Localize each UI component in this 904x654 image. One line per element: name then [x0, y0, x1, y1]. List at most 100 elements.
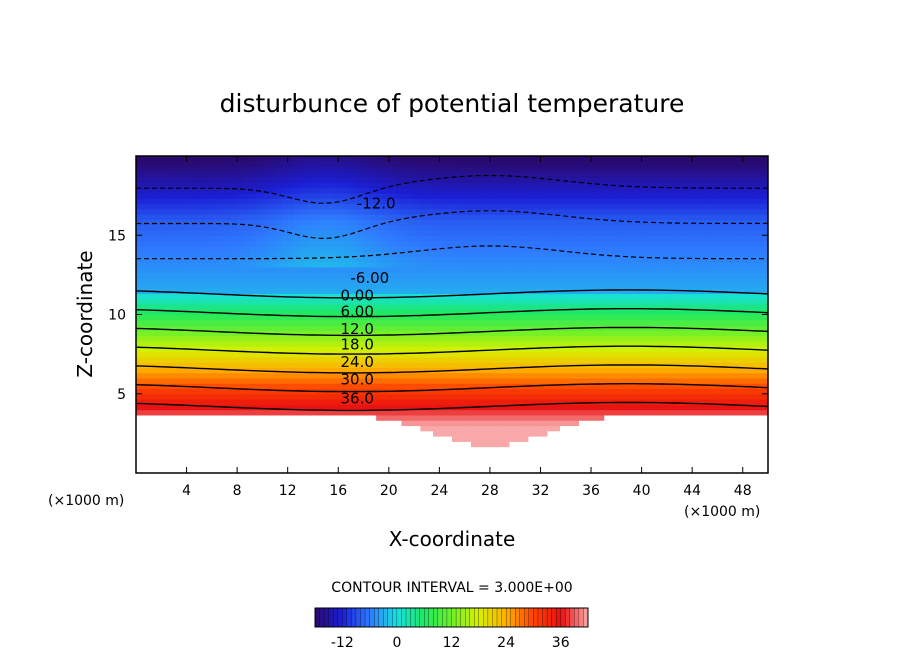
field-cell — [502, 161, 510, 168]
field-cell — [294, 156, 301, 162]
field-cell — [628, 235, 636, 242]
field-cell — [414, 356, 421, 363]
field-cell — [483, 293, 491, 300]
field-cell — [230, 219, 238, 226]
field-cell — [553, 166, 561, 173]
field-cell — [325, 282, 333, 289]
field-cell — [470, 256, 478, 263]
field-cell — [591, 203, 598, 210]
field-cell — [508, 182, 516, 189]
field-cell — [224, 383, 232, 390]
field-cell — [521, 404, 529, 411]
field-cell — [603, 171, 611, 178]
field-cell — [565, 309, 573, 316]
field-cell — [584, 393, 592, 400]
field-cell — [761, 330, 768, 337]
field-cell — [300, 309, 308, 316]
field-cell — [559, 166, 567, 173]
field-cell — [730, 282, 737, 289]
field-cell — [610, 346, 617, 353]
field-cell — [515, 245, 523, 252]
field-cell — [534, 430, 542, 437]
field-cell — [319, 261, 327, 268]
field-cell — [540, 425, 548, 432]
field-cell — [142, 314, 150, 321]
field-cell — [692, 187, 700, 194]
field-cell — [527, 314, 535, 321]
field-cell — [426, 298, 434, 305]
field-cell — [268, 377, 276, 384]
field-cell — [635, 393, 643, 400]
field-cell — [376, 399, 384, 405]
field-cell — [647, 192, 655, 199]
field-cell — [433, 203, 440, 210]
field-cell — [325, 309, 333, 316]
field-cell — [167, 272, 175, 279]
field-cell — [433, 325, 440, 331]
field-cell — [666, 340, 674, 347]
field-cell — [148, 325, 156, 331]
field-cell — [350, 198, 358, 205]
field-cell — [591, 171, 598, 178]
field-cell — [319, 303, 327, 310]
field-cell — [508, 404, 516, 411]
field-cell — [357, 229, 365, 236]
field-cell — [256, 325, 263, 331]
field-cell — [376, 414, 384, 421]
field-cell — [597, 166, 605, 173]
field-cell — [711, 388, 719, 395]
field-cell — [477, 319, 485, 326]
field-cell — [338, 177, 346, 184]
field-cell — [136, 192, 143, 199]
field-cell — [243, 346, 251, 353]
field-cell — [464, 436, 472, 442]
field-cell — [496, 229, 504, 236]
field-cell — [186, 388, 194, 395]
field-cell — [167, 224, 175, 231]
field-cell — [199, 362, 207, 368]
field-cell — [344, 362, 352, 368]
field-cell — [515, 277, 523, 284]
field-cell — [154, 261, 162, 268]
field-cell — [660, 171, 668, 178]
field-cell — [249, 319, 257, 326]
field-cell — [572, 399, 579, 405]
field-cell — [363, 229, 371, 236]
field-cell — [622, 309, 630, 316]
field-cell — [736, 266, 744, 273]
field-cell — [508, 425, 516, 432]
field-cell — [452, 214, 459, 220]
field-cell — [363, 298, 371, 305]
field-cell — [565, 319, 573, 326]
field-cell — [761, 319, 768, 326]
field-cell — [211, 208, 219, 215]
field-cell — [294, 182, 301, 189]
field-cell — [679, 182, 687, 189]
field-cell — [369, 303, 377, 310]
field-cell — [433, 208, 440, 215]
field-cell — [256, 235, 263, 242]
field-cell — [445, 335, 453, 342]
field-cell — [698, 229, 706, 236]
field-cell — [325, 240, 333, 247]
field-cell — [578, 351, 586, 358]
field-cell — [477, 377, 485, 384]
field-cell — [237, 288, 245, 294]
field-cell — [546, 235, 554, 242]
field-cell — [154, 224, 162, 231]
field-cell — [319, 182, 327, 189]
field-cell — [679, 208, 687, 215]
field-cell — [161, 314, 169, 321]
field-cell — [268, 229, 276, 236]
field-cell — [376, 235, 384, 242]
field-cell — [136, 219, 143, 226]
field-cell — [186, 340, 194, 347]
field-cell — [249, 192, 257, 199]
field-cell — [477, 235, 485, 242]
field-cell — [502, 356, 510, 363]
field-cell — [755, 377, 763, 384]
field-cell — [565, 235, 573, 242]
field-cell — [565, 330, 573, 337]
field-cell — [243, 404, 251, 411]
field-cell — [692, 362, 700, 368]
